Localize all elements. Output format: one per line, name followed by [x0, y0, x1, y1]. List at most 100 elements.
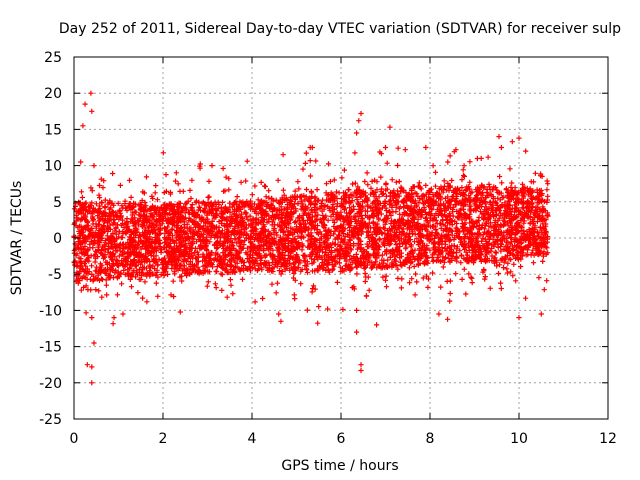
data-point — [271, 264, 277, 270]
data-point — [390, 209, 396, 215]
data-point — [396, 178, 402, 185]
data-point — [409, 276, 415, 282]
data-point — [221, 246, 227, 252]
data-point — [521, 185, 527, 191]
data-point — [482, 236, 488, 242]
data-point — [177, 188, 183, 194]
data-point — [385, 227, 391, 234]
data-point — [442, 233, 448, 239]
data-point — [99, 294, 105, 300]
data-point — [122, 250, 128, 256]
data-point — [424, 273, 430, 279]
data-point — [468, 274, 474, 280]
data-point — [469, 275, 475, 281]
data-point — [492, 249, 498, 255]
data-point — [532, 223, 538, 229]
data-point — [461, 163, 467, 169]
data-point — [165, 271, 171, 277]
data-point — [233, 247, 239, 253]
data-point — [513, 278, 519, 284]
data-point — [117, 182, 123, 188]
data-point — [476, 214, 482, 221]
data-point — [431, 235, 438, 241]
data-point — [317, 236, 323, 242]
data-point — [350, 181, 356, 187]
data-point — [94, 231, 100, 237]
data-point — [110, 261, 117, 267]
data-point — [526, 236, 532, 242]
data-point — [536, 275, 542, 281]
data-point — [307, 158, 313, 164]
data-point — [357, 238, 363, 244]
data-point — [293, 218, 299, 224]
data-point — [190, 211, 196, 217]
data-point — [467, 214, 473, 220]
data-point — [144, 299, 150, 305]
data-point — [493, 250, 499, 256]
data-point — [432, 183, 439, 189]
data-point — [352, 180, 358, 186]
data-point — [87, 245, 93, 251]
data-point — [78, 287, 84, 293]
data-point — [544, 178, 550, 184]
data-point — [507, 231, 513, 237]
data-point — [447, 290, 453, 297]
data-point — [312, 213, 318, 219]
data-point — [393, 242, 399, 248]
data-point — [427, 247, 433, 253]
data-point — [311, 236, 318, 242]
data-point — [404, 202, 410, 208]
data-point — [438, 284, 444, 290]
data-point — [508, 269, 514, 275]
data-point — [370, 213, 376, 219]
data-point — [179, 273, 185, 279]
data-point — [88, 287, 94, 293]
data-point — [416, 180, 422, 186]
data-point — [400, 198, 406, 204]
data-point — [410, 184, 416, 190]
data-point — [530, 247, 536, 253]
data-point — [454, 244, 460, 250]
data-point — [343, 258, 349, 264]
data-point — [230, 201, 236, 208]
data-point — [347, 257, 353, 263]
data-point — [251, 201, 257, 207]
data-point — [423, 144, 429, 151]
data-point — [496, 215, 502, 221]
data-point — [244, 158, 250, 164]
data-point — [113, 231, 119, 237]
data-point — [163, 172, 169, 178]
data-point — [498, 285, 504, 292]
data-point — [413, 271, 419, 277]
data-point — [105, 249, 111, 255]
data-point — [212, 281, 218, 287]
data-point — [177, 200, 183, 206]
data-point — [435, 254, 441, 260]
data-point — [187, 259, 194, 265]
data-point — [155, 293, 161, 299]
data-point — [252, 183, 258, 189]
data-point — [507, 166, 513, 172]
data-point — [437, 221, 443, 227]
data-point — [512, 232, 518, 238]
data-point — [377, 149, 383, 155]
data-point — [298, 281, 304, 287]
data-point — [518, 263, 524, 270]
data-point — [219, 287, 225, 293]
data-point — [152, 190, 158, 196]
data-point — [280, 187, 286, 193]
data-point — [504, 270, 511, 276]
data-point — [543, 230, 549, 236]
data-point — [461, 221, 467, 227]
data-point — [158, 247, 164, 253]
data-point — [383, 193, 389, 199]
data-point — [177, 309, 183, 315]
data-point — [88, 185, 94, 191]
data-point — [304, 269, 311, 276]
data-point — [119, 203, 125, 209]
data-point — [311, 226, 318, 232]
data-point — [366, 287, 372, 293]
data-point — [150, 195, 156, 202]
data-point — [92, 259, 98, 265]
data-point — [445, 220, 451, 226]
